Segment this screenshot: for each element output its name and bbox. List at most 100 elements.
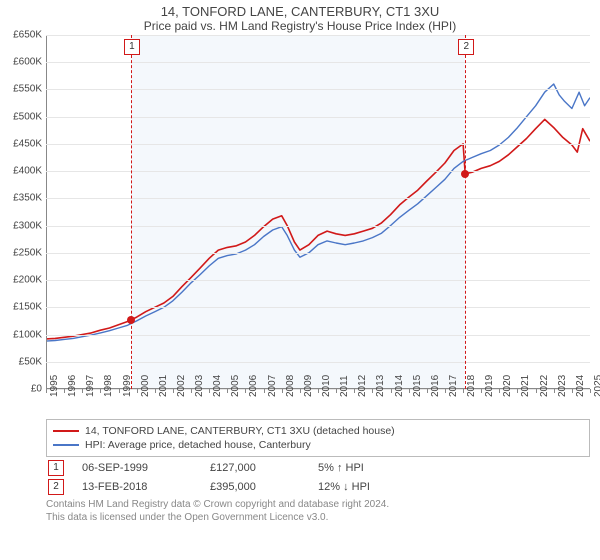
x-tick xyxy=(300,389,301,393)
y-axis-label: £150K xyxy=(13,302,42,313)
event-line-2 xyxy=(465,35,466,389)
x-tick xyxy=(173,389,174,393)
gridline xyxy=(46,253,590,254)
x-tick xyxy=(245,389,246,393)
gridline xyxy=(46,362,590,363)
footer-line-2: This data is licensed under the Open Gov… xyxy=(46,512,590,525)
y-axis-label: £300K xyxy=(13,220,42,231)
annotation-marker: 1 xyxy=(48,460,64,476)
y-axis-label: £0 xyxy=(31,384,42,395)
x-tick xyxy=(427,389,428,393)
legend-label: HPI: Average price, detached house, Cant… xyxy=(85,439,311,451)
x-axis-label: 2025 xyxy=(593,375,600,397)
legend-label: 14, TONFORD LANE, CANTERBURY, CT1 3XU (d… xyxy=(85,425,395,437)
x-tick xyxy=(155,389,156,393)
x-axis-label: 2014 xyxy=(394,375,414,397)
legend-row: HPI: Average price, detached house, Cant… xyxy=(53,438,583,452)
x-tick xyxy=(590,389,591,393)
x-tick xyxy=(82,389,83,393)
x-tick xyxy=(372,389,373,393)
x-tick xyxy=(282,389,283,393)
y-axis-label: £600K xyxy=(13,57,42,68)
x-tick xyxy=(554,389,555,393)
x-tick xyxy=(463,389,464,393)
legend: 14, TONFORD LANE, CANTERBURY, CT1 3XU (d… xyxy=(46,419,590,457)
x-axis-label: 2023 xyxy=(557,375,577,397)
legend-row: 14, TONFORD LANE, CANTERBURY, CT1 3XU (d… xyxy=(53,424,583,438)
legend-swatch xyxy=(53,444,79,446)
x-axis-label: 1998 xyxy=(103,375,123,397)
gridline xyxy=(46,335,590,336)
x-tick xyxy=(64,389,65,393)
annotation-date: 13-FEB-2018 xyxy=(82,481,192,493)
event-marker-2: 2 xyxy=(458,39,474,55)
y-axis-label: £350K xyxy=(13,193,42,204)
y-axis-label: £500K xyxy=(13,111,42,122)
gridline xyxy=(46,171,590,172)
annotation-row-1: 1 06-SEP-1999 £127,000 5% ↑ HPI xyxy=(46,457,590,476)
x-tick xyxy=(227,389,228,393)
event-marker-1: 1 xyxy=(124,39,140,55)
event-point-2 xyxy=(461,170,469,178)
sale-annotations: 1 06-SEP-1999 £127,000 5% ↑ HPI 2 13-FEB-2018… xyxy=(46,457,590,495)
x-tick xyxy=(264,389,265,393)
x-tick xyxy=(137,389,138,393)
x-axis-label: 2007 xyxy=(267,375,287,397)
x-tick xyxy=(499,389,500,393)
gridline xyxy=(46,280,590,281)
x-tick xyxy=(119,389,120,393)
x-tick xyxy=(100,389,101,393)
annotation-marker: 2 xyxy=(48,479,64,495)
gridline xyxy=(46,89,590,90)
x-tick xyxy=(336,389,337,393)
x-axis-label: 2024 xyxy=(575,375,595,397)
annotation-price: £127,000 xyxy=(210,462,300,474)
legend-swatch xyxy=(53,430,79,432)
series-property xyxy=(46,119,590,339)
x-tick xyxy=(572,389,573,393)
gridline xyxy=(46,307,590,308)
y-axis-label: £250K xyxy=(13,247,42,258)
x-axis-label: 2015 xyxy=(412,375,432,397)
chart-area: £0£50K£100K£150K£200K£250K£300K£350K£400… xyxy=(46,35,590,415)
y-axis-label: £400K xyxy=(13,166,42,177)
x-tick xyxy=(318,389,319,393)
x-axis-label: 2013 xyxy=(375,375,395,397)
y-axis-label: £100K xyxy=(13,329,42,340)
x-axis-label: 1995 xyxy=(49,375,69,397)
x-tick xyxy=(354,389,355,393)
x-axis-label: 2016 xyxy=(430,375,450,397)
annotation-price: £395,000 xyxy=(210,481,300,493)
x-tick xyxy=(391,389,392,393)
x-axis-label: 2010 xyxy=(321,375,341,397)
y-axis-label: £550K xyxy=(13,84,42,95)
annotation-delta: 5% ↑ HPI xyxy=(318,462,364,474)
chart-title: 14, TONFORD LANE, CANTERBURY, CT1 3XU xyxy=(0,0,600,19)
annotation-date: 06-SEP-1999 xyxy=(82,462,192,474)
x-axis-label: 2017 xyxy=(448,375,468,397)
y-axis-label: £650K xyxy=(13,30,42,41)
x-tick xyxy=(191,389,192,393)
gridline xyxy=(46,62,590,63)
x-axis-label: 2006 xyxy=(248,375,268,397)
series-hpi xyxy=(46,84,590,341)
x-tick xyxy=(536,389,537,393)
y-axis-line xyxy=(46,35,47,389)
y-axis-label: £50K xyxy=(19,356,42,367)
x-axis-label: 2001 xyxy=(158,375,178,397)
x-tick xyxy=(46,389,47,393)
x-axis-label: 2000 xyxy=(140,375,160,397)
event-point-1 xyxy=(127,316,135,324)
y-axis-label: £450K xyxy=(13,138,42,149)
footer-attribution: Contains HM Land Registry data © Crown c… xyxy=(46,499,590,524)
x-axis-label: 2002 xyxy=(176,375,196,397)
event-line-1 xyxy=(131,35,132,389)
x-tick xyxy=(517,389,518,393)
gridline xyxy=(46,198,590,199)
x-tick xyxy=(409,389,410,393)
x-axis-labels: 1995199619971998199920002001200220032004… xyxy=(46,389,590,415)
annotation-delta: 12% ↓ HPI xyxy=(318,481,370,493)
x-axis-label: 2021 xyxy=(520,375,540,397)
y-axis-label: £200K xyxy=(13,275,42,286)
x-axis-label: 1999 xyxy=(122,375,142,397)
